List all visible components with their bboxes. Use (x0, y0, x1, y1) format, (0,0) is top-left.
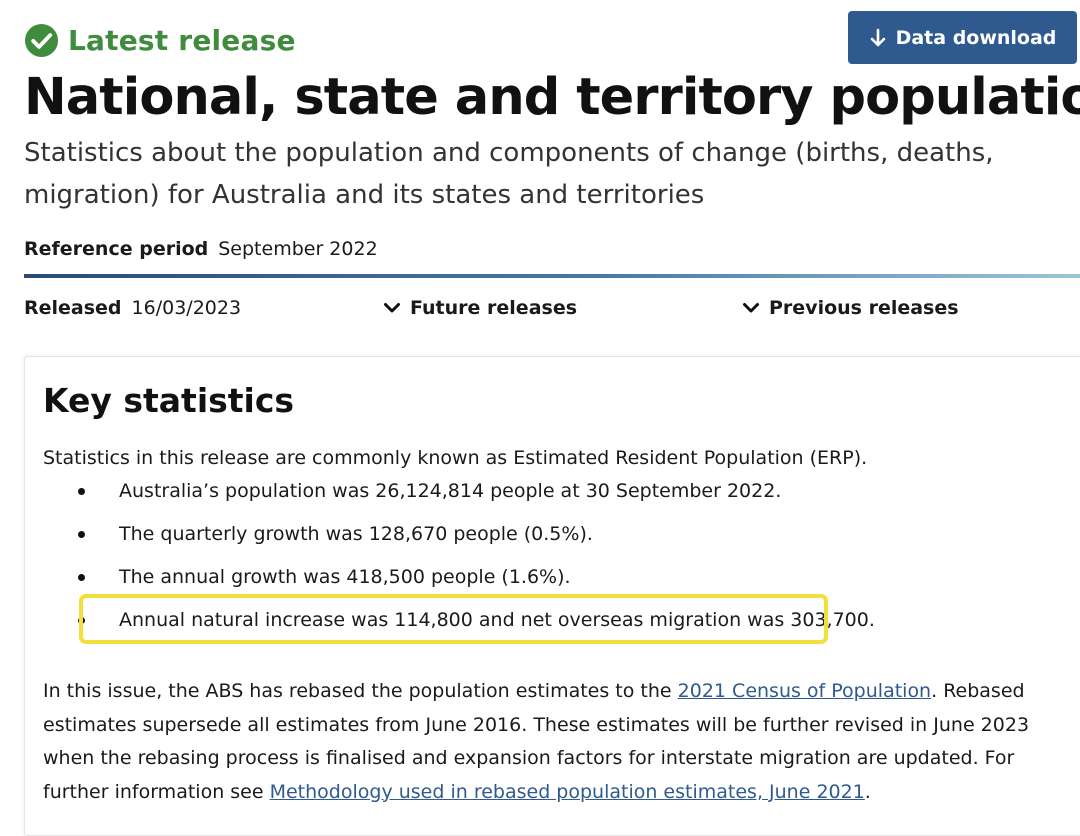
data-download-label: Data download (895, 26, 1057, 49)
key-statistics-title: Key statistics (43, 381, 295, 420)
released-label: Released (24, 297, 122, 319)
future-releases-label: Future releases (410, 297, 578, 319)
reference-period-label: Reference period (24, 238, 209, 260)
page-subtitle: Statistics about the population and comp… (24, 138, 994, 210)
arrow-down-icon (870, 28, 885, 46)
methodology-link[interactable]: Methodology used in rebased population e… (269, 780, 865, 803)
chevron-down-icon (384, 303, 400, 313)
list-item: The quarterly growth was 128,670 people … (43, 521, 875, 564)
reference-period: Reference period September 2022 (24, 236, 378, 262)
list-item: Australia’s population was 26,124,814 pe… (43, 478, 875, 521)
key-statistics-intro: Statistics in this release are commonly … (43, 447, 868, 469)
released-date: Released 16/03/2023 (24, 295, 241, 321)
paragraph-text: . (864, 780, 871, 803)
check-circle-icon (24, 23, 59, 57)
previous-releases-label: Previous releases (769, 297, 959, 319)
previous-releases-toggle[interactable]: Previous releases (742, 295, 959, 321)
reference-period-value: September 2022 (218, 238, 378, 260)
status-label: Latest release (68, 23, 296, 57)
header-divider (24, 274, 1080, 278)
rebasing-paragraph: In this issue, the ABS has rebased the p… (43, 675, 1073, 809)
released-value: 16/03/2023 (131, 297, 242, 319)
list-item-highlighted: Annual natural increase was 114,800 and … (43, 607, 875, 650)
future-releases-toggle[interactable]: Future releases (383, 295, 577, 321)
paragraph-text: . Rebased estimates supersede all estima… (43, 680, 1030, 803)
list-item: The annual growth was 418,500 people (1.… (43, 564, 875, 607)
key-statistics-card: Key statistics Statistics in this releas… (24, 356, 1080, 836)
chevron-down-icon (743, 303, 759, 313)
census-link[interactable]: 2021 Census of Population (677, 680, 932, 702)
latest-release-status: Latest release (24, 20, 296, 60)
key-statistics-list: Australia’s population was 26,124,814 pe… (43, 478, 875, 650)
data-download-button[interactable]: Data download (848, 11, 1077, 64)
page-title: National, state and territory population (24, 68, 1080, 127)
paragraph-text: In this issue, the ABS has rebased the p… (43, 680, 678, 702)
